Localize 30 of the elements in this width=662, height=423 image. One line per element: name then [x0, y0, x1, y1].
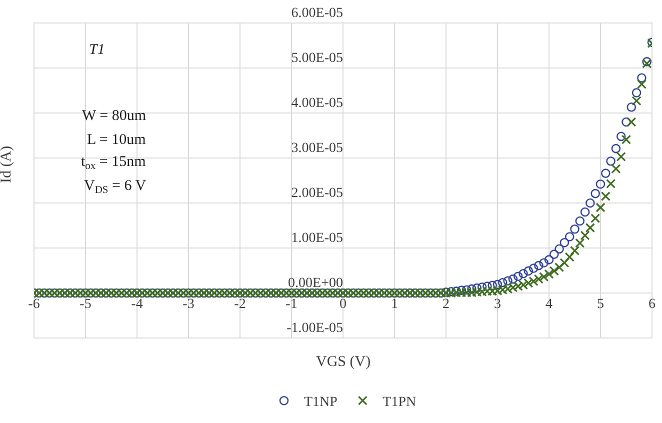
x-tick-label: 6 — [648, 297, 656, 312]
x-tick-label: -5 — [80, 297, 92, 312]
y-tick-label: 2.00E-05 — [291, 186, 343, 201]
legend-label: T1PN — [382, 395, 416, 410]
x-tick-label: 4 — [546, 297, 552, 312]
y-tick-label: 3.00E-05 — [291, 140, 343, 156]
y-tick-label: 0.00E+00 — [288, 276, 343, 291]
x-tick-label: 1 — [391, 297, 398, 312]
x-axis-title: VGS (V) — [316, 354, 371, 370]
annotation: W = 80um — [82, 108, 146, 124]
y-tick-label: -1.00E-05 — [286, 320, 343, 336]
y-tick-label: 4.00E-05 — [291, 96, 343, 111]
annotation: T1 — [89, 42, 105, 58]
annotation: t$_{ox}$ = 15nm — [81, 154, 146, 172]
x-tick-label: -4 — [131, 297, 143, 312]
x-tick-label: 2 — [442, 297, 450, 312]
legend-label: T1NP — [304, 395, 338, 410]
x-tick-label: 3 — [494, 297, 501, 312]
y-tick-label: 5.00E-05 — [291, 50, 343, 66]
annotation: V$_{DS}$ = 6 V — [84, 178, 146, 196]
x-tick-label: -6 — [28, 297, 40, 312]
x-tick-label: -1 — [286, 297, 298, 312]
x-tick-label: 5 — [597, 297, 604, 312]
y-axis-title: Id (A) — [0, 146, 14, 183]
annotation: L = 10um — [87, 132, 146, 148]
y-tick-label: 1.00E-05 — [291, 230, 343, 246]
x-tick-label: -2 — [234, 297, 246, 312]
x-tick-label: -3 — [182, 297, 194, 312]
y-tick-label: 6.00E-05 — [291, 6, 343, 21]
x-tick-label: 0 — [340, 297, 346, 312]
